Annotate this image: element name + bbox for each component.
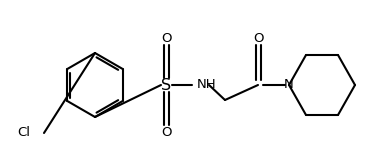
Text: S: S	[161, 78, 171, 92]
Text: O: O	[161, 125, 171, 139]
Text: O: O	[253, 31, 263, 45]
Text: N: N	[284, 79, 294, 91]
Text: O: O	[161, 31, 171, 45]
Text: Cl: Cl	[17, 127, 30, 140]
Text: NH: NH	[197, 79, 216, 91]
